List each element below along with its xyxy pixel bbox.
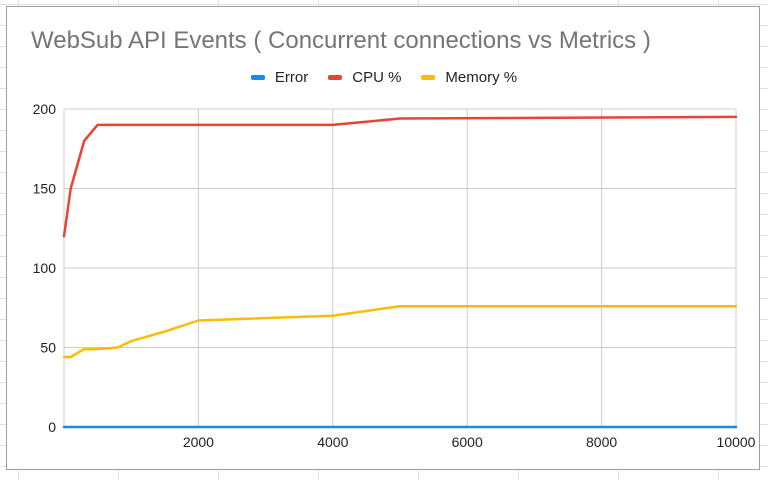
legend-label-memory: Memory % — [445, 69, 518, 86]
chart-legend: Error CPU % Memory % — [7, 69, 761, 86]
series-lines — [62, 115, 738, 429]
legend-label-error: Error — [274, 69, 309, 86]
y-tick-label: 0 — [48, 419, 56, 435]
x-tick-label: 4000 — [317, 434, 348, 450]
legend-item-error[interactable]: Error — [250, 69, 309, 86]
legend-label-cpu: CPU % — [352, 69, 402, 86]
x-tick-label: 2000 — [183, 434, 214, 450]
y-tick-label: 150 — [33, 181, 57, 197]
chart-container[interactable]: WebSub API Events ( Concurrent connectio… — [6, 6, 760, 470]
legend-swatch-error — [250, 75, 265, 80]
y-tick-label: 200 — [33, 101, 57, 117]
legend-swatch-cpu — [328, 75, 343, 80]
legend-item-cpu[interactable]: CPU % — [328, 69, 401, 86]
legend-swatch-memory — [421, 75, 436, 80]
gridlines — [63, 108, 737, 428]
legend-item-memory[interactable]: Memory % — [421, 69, 517, 86]
y-tick-label: 50 — [40, 340, 56, 356]
y-tick-label: 100 — [33, 260, 57, 276]
plot-area: 0 50 100 150 200 2000 4000 6000 8000 10000 — [33, 101, 756, 450]
x-tick-label: 6000 — [452, 434, 483, 450]
tick-labels: 0 50 100 150 200 2000 4000 6000 8000 10000 — [33, 101, 756, 450]
series-line-cpu[interactable] — [62, 115, 738, 238]
series-line-memory[interactable] — [62, 304, 738, 359]
x-tick-label: 8000 — [586, 434, 617, 450]
chart-title: WebSub API Events ( Concurrent connectio… — [31, 27, 651, 54]
x-tick-label: 10000 — [717, 434, 756, 450]
